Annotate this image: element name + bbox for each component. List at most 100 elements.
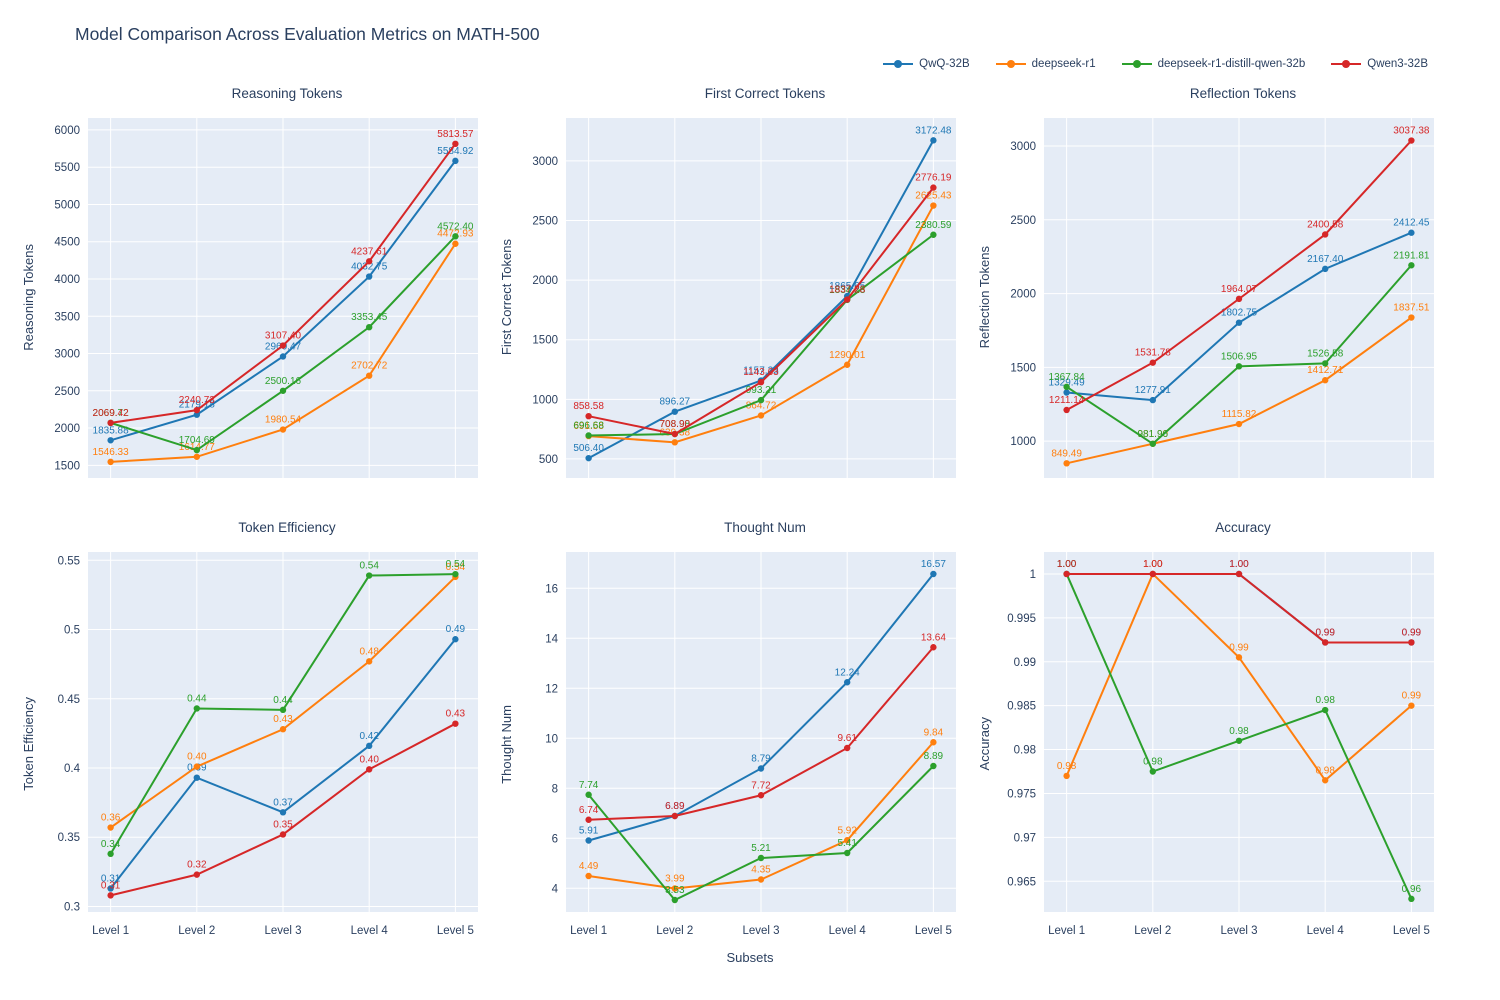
plot-area-thought-num[interactable]: 4 6 8 10 12 14 16 Level 1 Level 2 Level 3 Level 4 L…: [514, 544, 964, 944]
data-point-marker[interactable]: [585, 791, 592, 798]
data-point-marker[interactable]: [585, 432, 592, 439]
data-point-marker[interactable]: [930, 570, 937, 578]
data-point-marker[interactable]: [1321, 706, 1329, 714]
data-point-marker[interactable]: [452, 636, 459, 643]
data-point-marker[interactable]: [1149, 396, 1157, 404]
data-point-marker[interactable]: [1321, 777, 1329, 784]
data-point-marker[interactable]: [757, 396, 765, 404]
data-point-marker[interactable]: [1063, 570, 1070, 578]
data-point-marker[interactable]: [193, 774, 201, 781]
data-point-marker[interactable]: [279, 706, 287, 714]
plot-area-reflection-tokens[interactable]: 1000 1500 2000 2500 3000 1329.49 1277.91 1802.7…: [992, 110, 1442, 484]
data-point-marker[interactable]: [279, 387, 287, 394]
data-point-marker[interactable]: [452, 720, 459, 727]
data-point-marker[interactable]: [585, 872, 592, 880]
data-point-marker[interactable]: [930, 644, 937, 651]
plot-area-first-correct-tokens[interactable]: 500 1000 1500 2000 2500 3000 506.40 896.27 1157.…: [514, 110, 964, 484]
data-point-marker[interactable]: [671, 812, 679, 820]
data-point-marker[interactable]: [452, 157, 459, 165]
data-point-marker[interactable]: [930, 762, 937, 770]
data-point-marker[interactable]: [365, 742, 373, 750]
data-point-marker[interactable]: [365, 658, 373, 665]
legend-item-qwen3-32b[interactable]: Qwen3-32B: [1331, 58, 1428, 70]
data-point-marker[interactable]: [757, 876, 765, 883]
data-point-marker[interactable]: [1408, 639, 1415, 646]
data-point-marker[interactable]: [585, 412, 592, 420]
data-point-marker[interactable]: [1063, 772, 1070, 780]
data-point-marker[interactable]: [279, 426, 287, 433]
data-point-marker[interactable]: [1408, 262, 1415, 269]
data-point-marker[interactable]: [193, 411, 201, 418]
data-point-marker[interactable]: [1408, 229, 1415, 236]
data-point-marker[interactable]: [1149, 359, 1157, 366]
data-point-marker[interactable]: [279, 353, 287, 360]
data-point-marker[interactable]: [1149, 440, 1157, 447]
data-point-marker[interactable]: [1063, 389, 1070, 396]
data-point-marker[interactable]: [279, 831, 287, 838]
data-point-marker[interactable]: [365, 273, 373, 280]
data-point-marker[interactable]: [193, 705, 201, 712]
data-point-marker[interactable]: [1235, 295, 1243, 303]
data-point-marker[interactable]: [1235, 420, 1243, 428]
data-point-marker[interactable]: [843, 837, 851, 844]
data-point-marker[interactable]: [193, 453, 201, 460]
data-point-marker[interactable]: [671, 885, 679, 892]
data-point-marker[interactable]: [671, 896, 679, 904]
data-point-marker[interactable]: [452, 570, 459, 578]
plot-area-reasoning-tokens[interactable]: 1500 2000 2500 3000 3500 4000 4500 5000 5500 6000…: [36, 110, 486, 484]
data-point-marker[interactable]: [843, 744, 851, 752]
data-point-marker[interactable]: [1063, 460, 1070, 467]
data-point-marker[interactable]: [757, 854, 765, 862]
data-point-marker[interactable]: [1408, 137, 1415, 144]
legend-item-deepseek-r1[interactable]: deepseek-r1: [995, 58, 1096, 70]
data-point-marker[interactable]: [757, 765, 765, 772]
data-point-marker[interactable]: [843, 679, 851, 686]
data-point-marker[interactable]: [193, 871, 201, 878]
data-point-marker[interactable]: [1321, 231, 1329, 238]
data-point-marker[interactable]: [107, 885, 114, 892]
data-point-marker[interactable]: [1063, 383, 1070, 391]
legend-item-deepseek-r1-distill-qwen-32b[interactable]: deepseek-r1-distill-qwen-32b: [1121, 58, 1305, 70]
data-point-marker[interactable]: [1235, 319, 1243, 326]
data-point-marker[interactable]: [107, 437, 114, 444]
data-point-marker[interactable]: [843, 361, 851, 368]
plot-area-accuracy[interactable]: 0.965 0.97 0.975 0.98 0.985 0.99 0.995 1 Level 1…: [992, 544, 1442, 944]
data-point-marker[interactable]: [1321, 639, 1329, 646]
data-point-marker[interactable]: [279, 809, 287, 816]
data-point-marker[interactable]: [107, 419, 114, 427]
data-point-marker[interactable]: [930, 202, 937, 209]
data-point-marker[interactable]: [1408, 702, 1415, 709]
data-point-marker[interactable]: [107, 892, 114, 899]
data-point-marker[interactable]: [365, 572, 373, 579]
data-point-marker[interactable]: [365, 766, 373, 773]
legend-item-qwq-32b[interactable]: QwQ-32B: [883, 58, 970, 70]
data-point-marker[interactable]: [452, 140, 459, 148]
data-point-marker[interactable]: [107, 824, 114, 831]
data-point-marker[interactable]: [930, 184, 937, 191]
data-point-marker[interactable]: [843, 296, 851, 303]
data-point-marker[interactable]: [671, 408, 679, 415]
data-point-marker[interactable]: [930, 739, 937, 746]
data-point-marker[interactable]: [930, 231, 937, 238]
data-point-marker[interactable]: [757, 412, 765, 419]
data-point-marker[interactable]: [585, 837, 592, 844]
data-point-marker[interactable]: [1321, 360, 1329, 367]
data-point-marker[interactable]: [1235, 363, 1243, 370]
data-point-marker[interactable]: [107, 458, 114, 466]
data-point-marker[interactable]: [107, 850, 114, 858]
data-point-marker[interactable]: [1063, 406, 1070, 414]
data-point-marker[interactable]: [1321, 265, 1329, 273]
data-point-marker[interactable]: [1235, 654, 1243, 661]
plot-area-token-efficiency[interactable]: 0.3 0.35 0.4 0.45 0.5 0.55 Level 1 Level 2 Level…: [36, 544, 486, 944]
data-point-marker[interactable]: [1149, 768, 1157, 775]
data-point-marker[interactable]: [193, 406, 201, 414]
data-point-marker[interactable]: [585, 816, 592, 823]
data-point-marker[interactable]: [1235, 570, 1243, 578]
data-point-marker[interactable]: [671, 439, 679, 446]
data-point-marker[interactable]: [1408, 895, 1415, 903]
data-point-marker[interactable]: [1321, 377, 1329, 384]
data-point-marker[interactable]: [279, 726, 287, 733]
data-point-marker[interactable]: [843, 849, 851, 857]
data-point-marker[interactable]: [365, 258, 373, 265]
data-point-marker[interactable]: [279, 342, 287, 349]
